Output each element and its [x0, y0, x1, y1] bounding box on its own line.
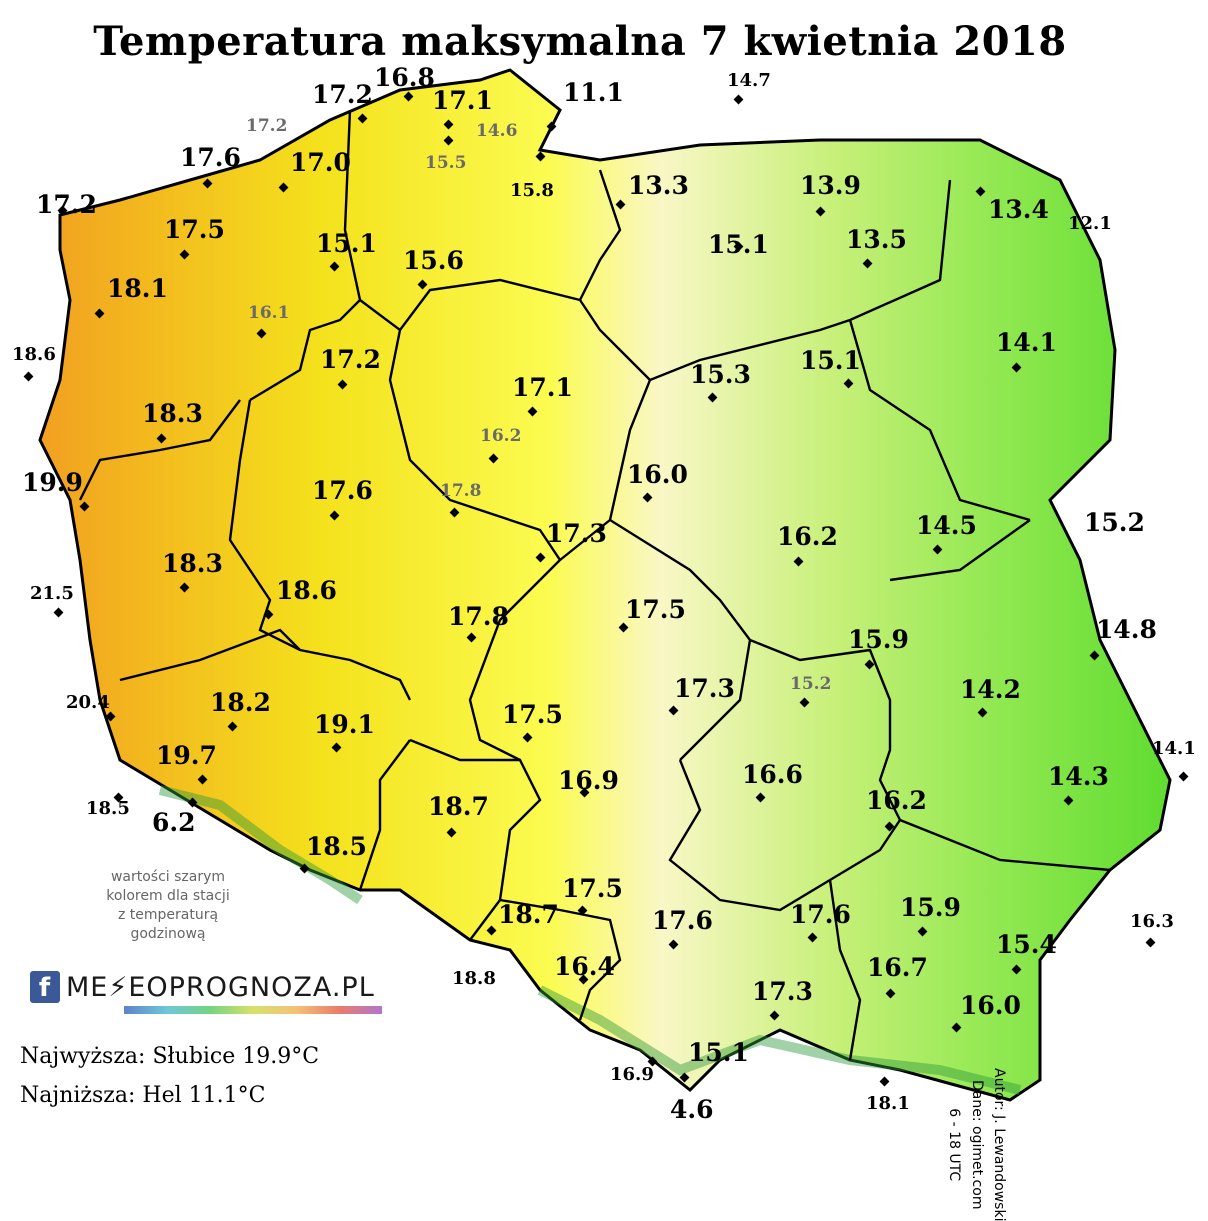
station-value: 15.9 [848, 625, 909, 654]
station-value: 12.1 [1068, 213, 1112, 234]
station-value: 15.9 [900, 893, 961, 922]
mountains-shade [158, 785, 1022, 1095]
station-value: 17.5 [502, 700, 563, 729]
station-value: 14.8 [1096, 615, 1157, 644]
station-value: 18.6 [276, 576, 337, 605]
station-value: 17.8 [440, 481, 482, 501]
station-value: 15.1 [688, 1038, 749, 1067]
station-value: 16.2 [866, 786, 927, 815]
station-value: 17.6 [652, 906, 713, 935]
station-value: 15.6 [403, 246, 464, 275]
gray-note-line: z temperaturą [117, 906, 219, 923]
lowest-temperature: Najniższa: Hel 11.1°C [20, 1083, 266, 1108]
station-value: 15.2 [1084, 508, 1145, 537]
station-value: 19.1 [314, 710, 375, 739]
station-value: 19.7 [156, 741, 217, 770]
station-value: 14.5 [916, 511, 977, 540]
lightning-icon: ⚡ [108, 971, 129, 1003]
station-value: 19.9 [22, 468, 83, 497]
station-value: 16.8 [374, 63, 435, 92]
station-value: 17.2 [246, 116, 288, 136]
station-value: 18.6 [12, 344, 56, 365]
station-value: 17.6 [790, 900, 851, 929]
station-value: 16.0 [960, 991, 1021, 1020]
station-value: 18.1 [107, 274, 168, 303]
station-value: 15.2 [790, 674, 832, 694]
station-value: 17.5 [562, 874, 623, 903]
station-value: 16.0 [627, 460, 688, 489]
station-value: 17.8 [448, 602, 509, 631]
gray-note-line: wartości szarym [110, 869, 226, 885]
station-value: 17.5 [625, 595, 686, 624]
station-value: 15.1 [316, 229, 377, 258]
station-value: 14.6 [476, 121, 518, 141]
credits-data-source: Dane: ogimet.com [968, 1080, 985, 1210]
station-value: 17.0 [290, 148, 351, 177]
logo-text-end: EOPROGNOZA.PL [128, 971, 375, 1003]
credits-author: Autor: J. Lewandowski [991, 1068, 1007, 1221]
logo-color-bar [124, 1006, 382, 1014]
station-value: 16.2 [480, 426, 522, 446]
station-value: 13.5 [846, 225, 907, 254]
station-value: 18.2 [210, 688, 271, 717]
station-value: 16.9 [558, 766, 619, 795]
station-value: 6.2 [152, 808, 196, 837]
station-value: 16.2 [777, 522, 838, 551]
station-value: 18.3 [162, 549, 223, 578]
station-value: 15.4 [996, 930, 1057, 959]
station-value: 17.6 [312, 476, 373, 505]
poland-map [38, 68, 1172, 1102]
station-value: 18.5 [86, 798, 130, 819]
station-value: 17.2 [312, 80, 373, 109]
station-value: 14.3 [1048, 762, 1109, 791]
credits-block: Autor: J. Lewandowski Dane: ogimet.com 6… [943, 1068, 1010, 1221]
station-value: 16.1 [248, 303, 290, 323]
station-value: 16.9 [610, 1064, 654, 1085]
station-value: 15.1 [800, 346, 861, 375]
station-value: 14.7 [727, 70, 771, 91]
gray-values-note: wartości szarym kolorem dla stacji z tem… [78, 868, 258, 944]
station-value: 11.1 [563, 78, 624, 107]
station-value: 18.7 [498, 900, 559, 929]
voivodeship-boundaries [78, 109, 1111, 1061]
logo-text-start: ME [66, 971, 109, 1003]
station-value: 15.8 [510, 180, 554, 201]
highest-temperature: Najwyższa: Słubice 19.9°C [20, 1044, 320, 1069]
gray-note-line: kolorem dla stacji [106, 887, 230, 904]
station-value: 17.3 [546, 519, 607, 548]
station-value: 18.8 [452, 968, 496, 989]
facebook-icon[interactable]: f [30, 971, 60, 1003]
map-title: Temperatura maksymalna 7 kwietnia 2018 [93, 18, 1067, 65]
station-value: 20.4 [66, 692, 110, 713]
station-value: 17.5 [164, 215, 225, 244]
station-value: 18.5 [306, 832, 367, 861]
station-value: 18.1 [866, 1093, 910, 1114]
station-value: 17.1 [432, 86, 493, 115]
station-value: 15.5 [425, 153, 467, 173]
station-value: 21.5 [30, 583, 74, 604]
station-value: 14.1 [1152, 738, 1196, 759]
station-value: 13.9 [800, 171, 861, 200]
station-value: 14.2 [960, 675, 1021, 704]
station-value: 14.1 [996, 328, 1057, 357]
station-value: 13.4 [988, 195, 1049, 224]
poland-outline [38, 68, 1172, 1102]
station-value: 18.7 [428, 792, 489, 821]
meteoprognoza-logo[interactable]: f ME ⚡ EOPROGNOZA.PL [30, 967, 375, 1007]
station-value: 16.6 [742, 760, 803, 789]
station-value: 15.3 [690, 360, 751, 389]
gray-note-line: godzinową [130, 925, 206, 942]
station-value: 16.7 [867, 953, 928, 982]
station-value: 17.1 [512, 373, 573, 402]
station-value: 4.6 [670, 1095, 714, 1124]
station-value: 17.2 [320, 345, 381, 374]
credits-hours: 6 - 18 UTC [946, 1108, 963, 1182]
station-value: 17.6 [180, 143, 241, 172]
station-value: 17.3 [752, 977, 813, 1006]
station-value: 13.3 [628, 171, 689, 200]
station-value: 17.3 [674, 674, 735, 703]
station-value: 18.3 [142, 399, 203, 428]
station-value: 17.2 [36, 190, 97, 219]
station-value: 16.3 [1130, 911, 1174, 932]
